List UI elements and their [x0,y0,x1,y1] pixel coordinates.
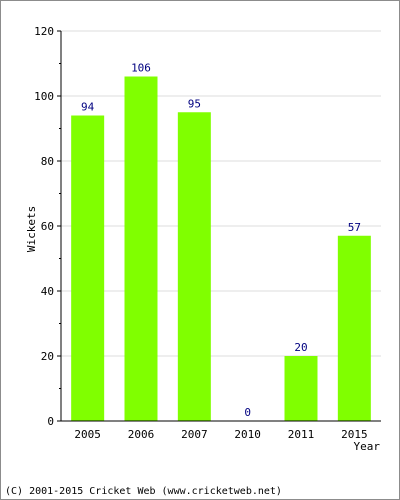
bar [284,356,318,421]
y-tick-label: 40 [41,285,54,298]
y-tick-label: 120 [34,25,54,38]
x-tick-label: 2010 [234,428,261,441]
bars [71,76,371,421]
data-label: 0 [244,406,251,419]
x-tick-label: 2015 [341,428,368,441]
labels: 0 20 40 60 80 100 120 94 2005 106 2006 95 2007 0 2010 2… [34,25,367,441]
y-tick-label: 20 [41,350,54,363]
gridlines [61,30,381,422]
y-axis-label: Wickets [25,206,38,252]
y-tick-label: 100 [34,90,54,103]
data-label: 57 [348,221,361,234]
bar [177,112,211,421]
axes [57,30,381,422]
data-label: 94 [81,101,95,114]
y-tick-label: 80 [41,155,54,168]
x-tick-label: 2007 [181,428,208,441]
bar [337,235,371,421]
x-tick-label: 2006 [128,428,155,441]
y-tick-label: 0 [47,415,54,428]
data-label: 106 [131,62,151,75]
y-tick-label: 60 [41,220,54,233]
bar [124,76,158,421]
bar [71,115,105,421]
copyright-notice: (C) 2001-2015 Cricket Web (www.cricketwe… [5,486,282,497]
x-axis-label: Year [354,440,381,453]
data-label: 95 [188,97,201,110]
data-label: 20 [294,341,307,354]
x-tick-label: 2011 [288,428,315,441]
x-tick-label: 2005 [74,428,101,441]
